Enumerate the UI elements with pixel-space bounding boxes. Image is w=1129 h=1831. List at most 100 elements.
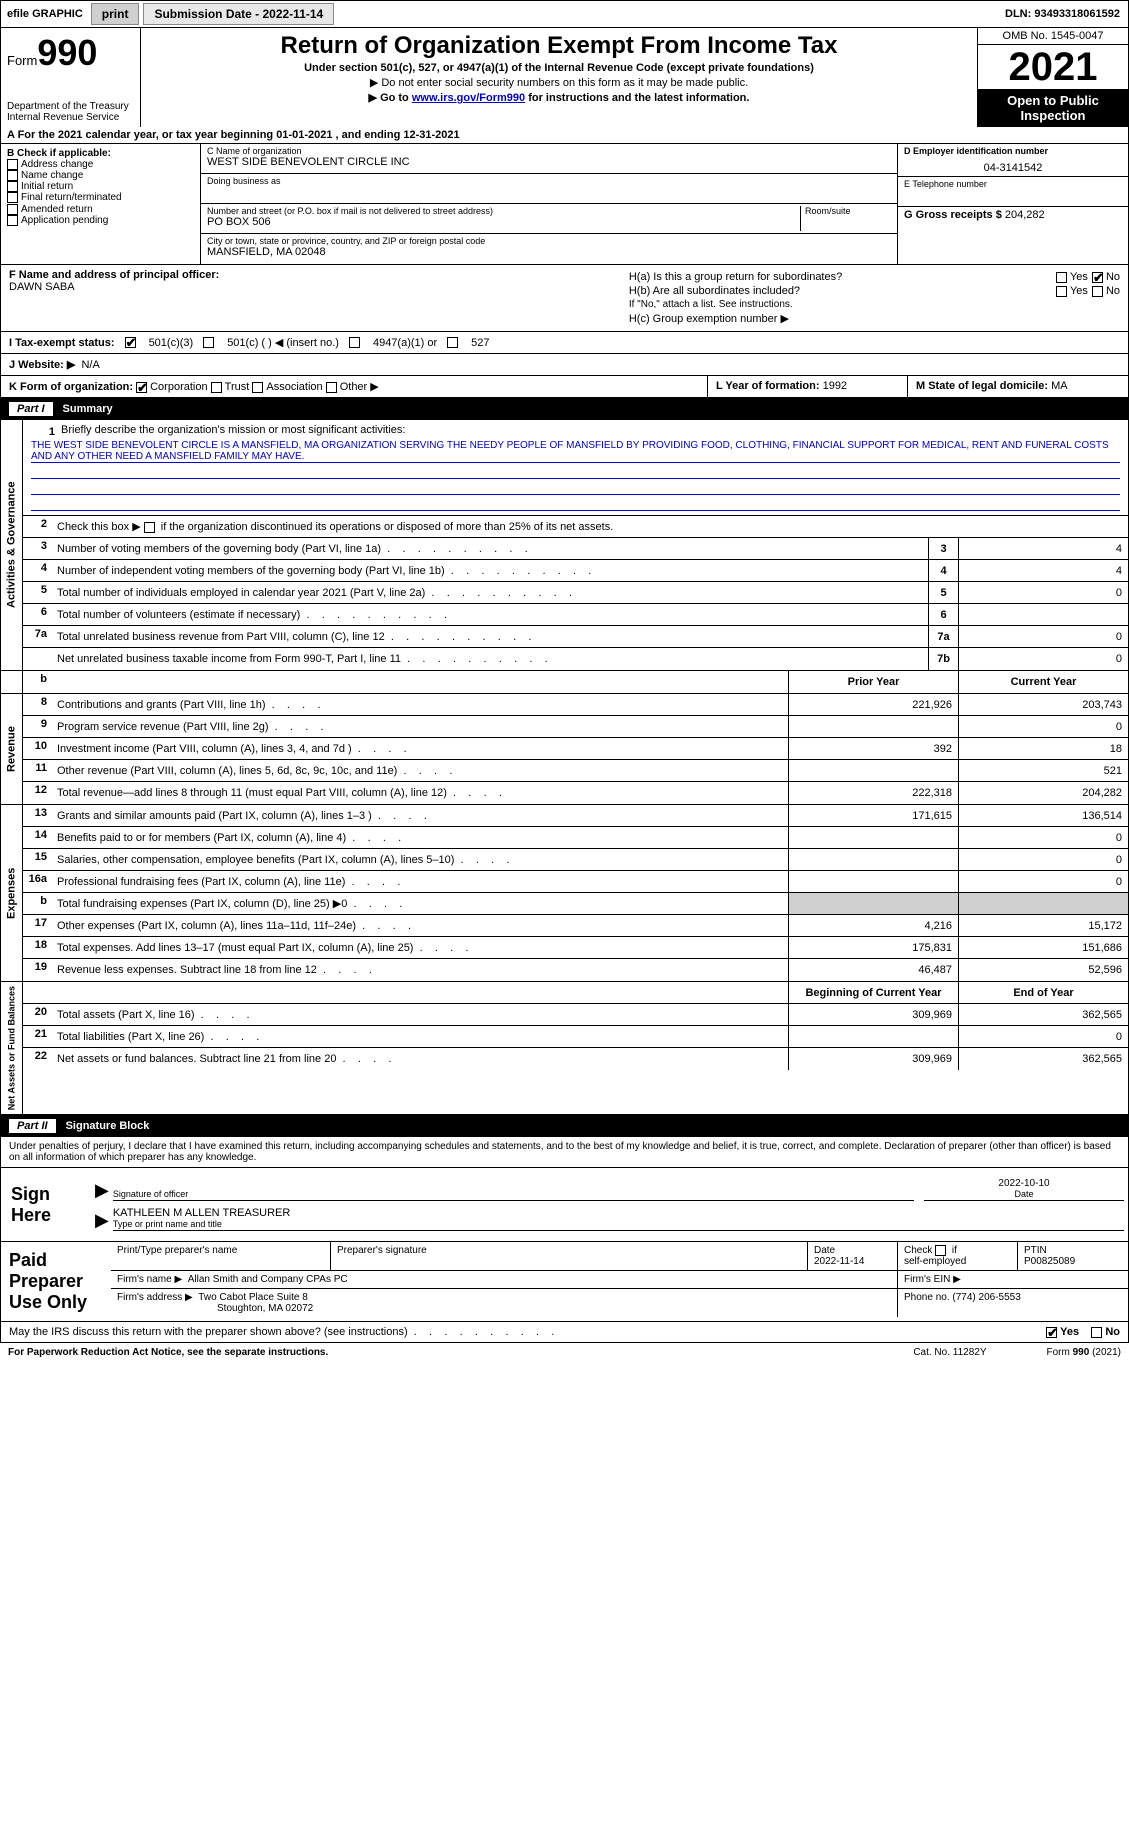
signature-date: 2022-10-10Date: [924, 1178, 1124, 1201]
org-name-box: C Name of organization WEST SIDE BENEVOL…: [201, 144, 897, 174]
arrow-icon: ▶: [95, 1180, 109, 1201]
status-527[interactable]: [447, 337, 458, 348]
part2-header: Part II Signature Block: [0, 1115, 1129, 1137]
omb-number: OMB No. 1545-0047: [978, 28, 1128, 45]
gross-receipts-box: G Gross receipts $ 204,282: [898, 207, 1128, 237]
submission-date: Submission Date - 2022-11-14: [143, 3, 334, 25]
sign-here-label: Sign Here: [1, 1168, 91, 1241]
discuss-row: May the IRS discuss this return with the…: [0, 1322, 1129, 1343]
top-bar: efile GRAPHIC print Submission Date - 20…: [0, 0, 1129, 28]
line2-checkbox[interactable]: [144, 522, 155, 533]
revenue-block: Revenue 8 Contributions and grants (Part…: [0, 694, 1129, 805]
year-formation: L Year of formation: 1992: [708, 376, 908, 397]
irs-link[interactable]: www.irs.gov/Form990: [412, 92, 525, 104]
summary-line: b Total fundraising expenses (Part IX, c…: [23, 893, 1128, 915]
vtab-revenue: Revenue: [1, 694, 23, 804]
ssn-note: ▶ Do not enter social security numbers o…: [151, 76, 967, 89]
efile-label: efile GRAPHIC: [1, 8, 89, 20]
street-box: Number and street (or P.O. box if mail i…: [201, 204, 897, 234]
mission-block: 1Briefly describe the organization's mis…: [23, 420, 1128, 516]
netassets-header: Net Assets or Fund Balances Beginning of…: [0, 982, 1129, 1115]
dept-treasury: Department of the Treasury Internal Reve…: [7, 101, 134, 123]
identity-block: B Check if applicable: Address change Na…: [0, 144, 1129, 265]
org-other[interactable]: [326, 382, 337, 393]
summary-line: 5 Total number of individuals employed i…: [23, 582, 1128, 604]
ein-box: D Employer identification number 04-3141…: [898, 144, 1128, 177]
summary-line: 17 Other expenses (Part IX, column (A), …: [23, 915, 1128, 937]
org-trust[interactable]: [211, 382, 222, 393]
dba-box: Doing business as: [201, 174, 897, 204]
ptin: PTINP00825089: [1018, 1242, 1128, 1270]
summary-line: 3 Number of voting members of the govern…: [23, 538, 1128, 560]
form-title: Return of Organization Exempt From Incom…: [151, 32, 967, 60]
preparer-name: Print/Type preparer's name: [111, 1242, 331, 1270]
hb-yes[interactable]: [1056, 286, 1067, 297]
principal-officer: F Name and address of principal officer:…: [1, 265, 621, 331]
firm-ein: Firm's EIN ▶: [898, 1271, 1128, 1288]
hb-no[interactable]: [1092, 286, 1103, 297]
arrow-icon: ▶: [95, 1210, 109, 1231]
status-501c3[interactable]: [125, 337, 136, 348]
expenses-block: Expenses 13 Grants and similar amounts p…: [0, 805, 1129, 982]
form-subtitle: Under section 501(c), 527, or 4947(a)(1)…: [151, 62, 967, 74]
discuss-no[interactable]: [1091, 1327, 1102, 1338]
officer-group-block: F Name and address of principal officer:…: [0, 265, 1129, 332]
phone-box: E Telephone number: [898, 177, 1128, 207]
sign-here-block: Sign Here ▶ Signature of officer 2022-10…: [0, 1168, 1129, 1242]
officer-signature-line[interactable]: Signature of officer: [113, 1189, 914, 1201]
city-box: City or town, state or province, country…: [201, 234, 897, 264]
perjury-declaration: Under penalties of perjury, I declare th…: [0, 1137, 1129, 1168]
firm-address: Firm's address ▶ Two Cabot Place Suite 8…: [111, 1289, 898, 1317]
preparer-signature: Preparer's signature: [331, 1242, 808, 1270]
checkbox-final-return[interactable]: [7, 192, 18, 203]
firm-phone: Phone no. (774) 206-5553: [898, 1289, 1128, 1317]
paid-preparer-block: Paid Preparer Use Only Print/Type prepar…: [0, 1242, 1129, 1322]
summary-line: 16a Professional fundraising fees (Part …: [23, 871, 1128, 893]
summary-line: 20 Total assets (Part X, line 16) 309,96…: [23, 1004, 1128, 1026]
officer-name-title: KATHLEEN M ALLEN TREASURER Type or print…: [113, 1207, 1124, 1231]
ha-yes[interactable]: [1056, 272, 1067, 283]
summary-line: 9 Program service revenue (Part VIII, li…: [23, 716, 1128, 738]
current-year-header: Current Year: [958, 671, 1128, 693]
summary-line: 11 Other revenue (Part VIII, column (A),…: [23, 760, 1128, 782]
checkbox-name-change[interactable]: [7, 170, 18, 181]
goto-note: ▶ Go to www.irs.gov/Form990 for instruct…: [151, 91, 967, 104]
firm-name: Firm's name ▶ Allan Smith and Company CP…: [111, 1271, 898, 1288]
self-employed-checkbox[interactable]: [935, 1245, 946, 1256]
end-year-header: End of Year: [958, 982, 1128, 1003]
print-button[interactable]: print: [91, 3, 140, 25]
box-b: B Check if applicable: Address change Na…: [1, 144, 201, 264]
summary-line: 13 Grants and similar amounts paid (Part…: [23, 805, 1128, 827]
group-return-block: H(a) Is this a group return for subordin…: [621, 265, 1128, 331]
website-row: J Website: ▶ N/A: [0, 354, 1129, 376]
form-of-org: K Form of organization: Corporation Trus…: [1, 376, 708, 397]
summary-line: 15 Salaries, other compensation, employe…: [23, 849, 1128, 871]
ha-no[interactable]: [1092, 272, 1103, 283]
status-501c[interactable]: [203, 337, 214, 348]
paid-preparer-label: Paid Preparer Use Only: [1, 1242, 111, 1321]
summary-line: 7a Total unrelated business revenue from…: [23, 626, 1128, 648]
prior-year-header: Prior Year: [788, 671, 958, 693]
status-4947[interactable]: [349, 337, 360, 348]
part1-header: Part I Summary: [0, 398, 1129, 420]
period-line: A For the 2021 calendar year, or tax yea…: [0, 127, 1129, 144]
summary-line: 21 Total liabilities (Part X, line 26) 0: [23, 1026, 1128, 1048]
tax-status-row: I Tax-exempt status: 501(c)(3) 501(c) ( …: [0, 332, 1129, 354]
summary-line: 22 Net assets or fund balances. Subtract…: [23, 1048, 1128, 1070]
org-assoc[interactable]: [252, 382, 263, 393]
checkbox-address-change[interactable]: [7, 159, 18, 170]
discuss-yes[interactable]: [1046, 1327, 1057, 1338]
beginning-year-header: Beginning of Current Year: [788, 982, 958, 1003]
form-header: Form990 Department of the Treasury Inter…: [0, 28, 1129, 127]
summary-line: 14 Benefits paid to or for members (Part…: [23, 827, 1128, 849]
klm-row: K Form of organization: Corporation Trus…: [0, 376, 1129, 398]
checkbox-initial-return[interactable]: [7, 181, 18, 192]
summary-line: 10 Investment income (Part VIII, column …: [23, 738, 1128, 760]
summary-line: 12 Total revenue—add lines 8 through 11 …: [23, 782, 1128, 804]
checkbox-amended-return[interactable]: [7, 204, 18, 215]
checkbox-application-pending[interactable]: [7, 215, 18, 226]
activities-governance-block: Activities & Governance 1Briefly describ…: [0, 420, 1129, 671]
preparer-date: Date2022-11-14: [808, 1242, 898, 1270]
org-corp[interactable]: [136, 382, 147, 393]
form-ref: Form 990 (2021): [1047, 1347, 1121, 1358]
